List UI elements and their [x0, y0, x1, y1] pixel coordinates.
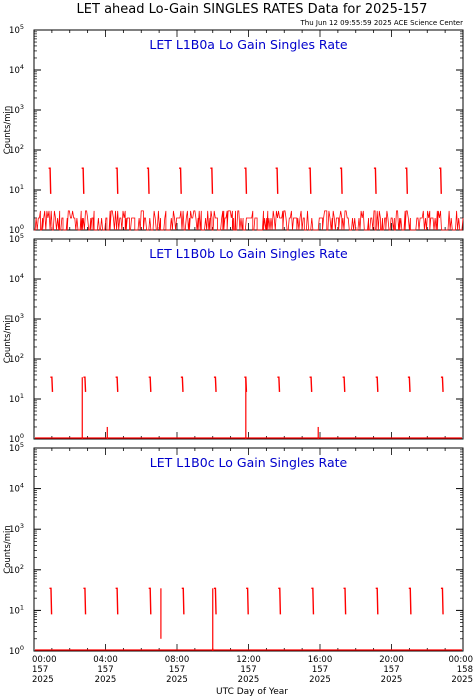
x-tick-label: 2025: [381, 675, 403, 685]
data-spike: [246, 587, 249, 615]
data-spike: [115, 376, 119, 392]
y-tick-label: 101: [9, 603, 24, 616]
data-spike: [342, 376, 346, 392]
x-tick-label: 157: [97, 665, 113, 675]
x-tick-label: 158: [457, 665, 473, 675]
data-spike: [48, 167, 52, 194]
panel-frame: [33, 447, 464, 652]
data-spike: [343, 587, 347, 615]
data-spike: [407, 376, 411, 392]
x-tick-label: 20:00: [379, 655, 404, 665]
panel-frame: [33, 238, 464, 440]
y-tick-label: 102: [9, 563, 24, 576]
panel-frame: [33, 29, 464, 231]
baseline-trace: [34, 210, 464, 231]
y-tick-label: 102: [9, 352, 24, 365]
y-tick-label: 105: [9, 232, 24, 245]
y-tick-label: 100: [9, 223, 24, 236]
data-spike: [339, 167, 343, 194]
data-spike: [81, 167, 85, 194]
data-spike: [146, 167, 150, 194]
data-spike: [180, 376, 184, 392]
x-tick-label: 157: [32, 665, 48, 675]
x-tick-label: 04:00: [93, 655, 118, 665]
y-tick-label: 105: [9, 23, 24, 36]
x-tick-label: 2025: [238, 675, 260, 685]
data-spike: [439, 167, 442, 194]
data-spike: [115, 587, 119, 615]
data-spike: [275, 167, 279, 194]
data-spike: [83, 587, 87, 615]
y-tick-label: 100: [9, 432, 24, 445]
panel-2: 100 101 102 103 104 105 Counts/min LET L1B0b Lo…: [3, 232, 464, 445]
y-tick-label: 103: [9, 312, 24, 325]
data-spike: [308, 167, 312, 194]
x-tick-label: 00:00: [32, 655, 57, 665]
series-line: [34, 167, 464, 231]
x-axis-tick-labels: 00:00157202504:00157202508:00157202512:0…: [32, 655, 473, 685]
panel-1: 100 101 102 103 104 105 Counts/min LET L1B0a Lo…: [3, 23, 464, 236]
x-tick-label: 2025: [32, 675, 54, 685]
data-spike: [210, 167, 214, 194]
timestamp-label: Thu Jun 12 09:55:59 2025 ACE Science Cen…: [300, 19, 464, 27]
x-tick-label: 12:00: [236, 655, 261, 665]
panel-title: LET L1B0b Lo Gain Singles Rate: [149, 246, 348, 261]
data-spike: [373, 167, 377, 194]
data-spike: [375, 376, 379, 392]
y-tick-label: 103: [9, 522, 24, 535]
data-spike: [213, 587, 217, 615]
y-tick-label: 103: [9, 103, 24, 116]
x-tick-label: 2025: [309, 675, 331, 685]
x-tick-label: 157: [169, 665, 185, 675]
series-line: [35, 587, 462, 651]
figure-title: LET ahead Lo-Gain SINGLES RATES Data for…: [77, 2, 428, 17]
y-tick-label: 105: [9, 441, 24, 454]
y-tick-label: 100: [9, 644, 24, 657]
y-tick-label: 102: [9, 143, 24, 156]
y-tick-label: 104: [9, 272, 24, 285]
x-tick-label: 08:00: [165, 655, 190, 665]
panel-title: LET L1B0c Lo Gain Singles Rate: [150, 455, 348, 470]
data-spike: [309, 376, 313, 392]
x-tick-label: 16:00: [308, 655, 333, 665]
data-spike: [148, 587, 152, 615]
x-tick-label: 157: [240, 665, 256, 675]
y-tick-label: 104: [9, 482, 24, 495]
x-tick-label: 157: [383, 665, 399, 675]
panel-title: LET L1B0a Lo Gain Singles Rate: [149, 37, 348, 52]
data-spike: [440, 587, 444, 615]
x-tick-label: 2025: [166, 675, 188, 685]
data-spike: [213, 376, 217, 392]
data-spike: [440, 376, 444, 392]
y-axis-label: Counts/min: [3, 525, 13, 574]
data-spike: [83, 376, 87, 392]
data-spike: [50, 376, 54, 392]
data-spike: [278, 587, 282, 615]
x-tick-label: 2025: [95, 675, 117, 685]
data-spike: [244, 167, 248, 194]
x-tick-label: 00:00: [449, 655, 474, 665]
data-spike: [408, 587, 412, 615]
y-tick-label: 101: [9, 183, 24, 196]
data-spike: [49, 587, 53, 615]
series-line: [35, 376, 462, 439]
data-spike: [179, 167, 182, 194]
data-spike: [405, 167, 408, 194]
data-spike: [181, 587, 185, 615]
y-axis-label: Counts/min: [3, 315, 13, 364]
data-spike: [148, 376, 152, 392]
data-spike: [311, 587, 315, 615]
y-tick-label: 101: [9, 392, 24, 405]
y-tick-label: 104: [9, 63, 24, 76]
panels-group: 100 101 102 103 104 105 Counts/min LET L1B0a Lo…: [3, 23, 464, 657]
data-spike: [115, 167, 119, 194]
x-tick-label: 2025: [451, 675, 473, 685]
y-axis-label: Counts/min: [3, 106, 13, 155]
data-spike: [277, 376, 281, 392]
x-tick-label: 157: [312, 665, 328, 675]
data-spike: [375, 587, 379, 615]
panel-3: 100 101 102 103 104 105 Counts/min LET L1B0c Lo…: [3, 441, 464, 657]
x-axis-label: UTC Day of Year: [216, 687, 288, 697]
